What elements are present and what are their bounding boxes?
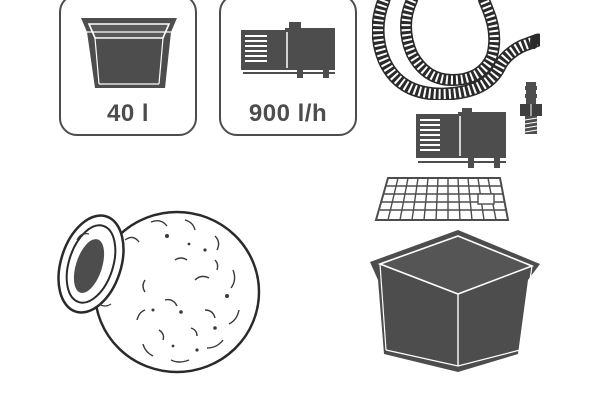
decorative-jar-image [57, 210, 261, 374]
basin-icon [81, 18, 177, 88]
basin-volume-card: 40 l [59, 0, 197, 136]
pump-flow-card: 900 l/h [219, 0, 357, 136]
cover-grid-image [374, 177, 510, 221]
pump-icon [241, 22, 335, 78]
basin-volume-label: 40 l [106, 100, 150, 127]
water-basin-image [370, 230, 540, 372]
pump-flow-label: 900 l/h [248, 100, 328, 127]
hose-image [372, 0, 540, 100]
hose-connector-image [520, 82, 542, 134]
fountain-pump-image [416, 108, 506, 168]
